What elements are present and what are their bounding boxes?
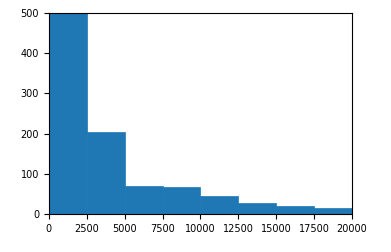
Bar [276, 206, 314, 214]
Bar [49, 13, 87, 214]
Bar [163, 187, 201, 214]
Bar [201, 196, 238, 214]
Bar [87, 132, 125, 214]
Bar [238, 203, 276, 214]
Bar [125, 186, 163, 214]
Bar [314, 208, 352, 214]
